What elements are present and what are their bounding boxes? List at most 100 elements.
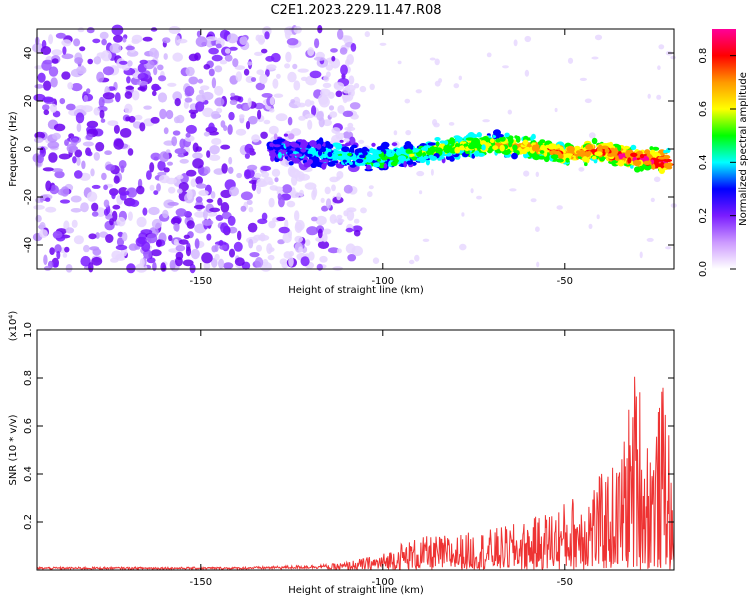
heatmap-noise-cell xyxy=(188,76,199,85)
heatmap-signal-cell xyxy=(600,145,609,150)
heatmap-noise-cell xyxy=(513,39,518,47)
heatmap-noise-cell xyxy=(293,26,302,34)
heatmap-noise-cell xyxy=(159,108,167,120)
heatmap-noise-cell xyxy=(297,68,309,73)
heatmap-noise-cell xyxy=(93,107,100,116)
heatmap-noise-cell xyxy=(139,258,145,267)
heatmap-noise-cell xyxy=(186,220,195,229)
heatmap-noise-cell xyxy=(53,123,66,132)
heatmap-noise-cell xyxy=(335,176,341,181)
heatmap-noise-cell xyxy=(507,109,512,115)
heatmap-signal-cell xyxy=(502,150,511,155)
heatmap-noise-cell xyxy=(226,33,239,44)
heatmap-noise-cell xyxy=(251,134,260,143)
heatmap-noise-cell xyxy=(315,236,325,242)
heatmap-noise-cell xyxy=(55,32,66,39)
heatmap-noise-cell xyxy=(111,192,116,200)
heatmap-noise-cell xyxy=(99,31,109,40)
heatmap-noise-cell xyxy=(230,92,236,97)
heatmap-noise-cell xyxy=(325,64,333,71)
heatmap-noise-cell xyxy=(556,205,563,210)
heatmap-signal-cell xyxy=(455,137,461,142)
heatmap-noise-cell xyxy=(223,262,234,270)
heatmap-noise-cell xyxy=(190,178,197,188)
heatmap-noise-cell xyxy=(208,68,215,77)
heatmap-noise-cell xyxy=(142,207,148,216)
heatmap-signal-cell xyxy=(273,133,278,140)
heatmap-noise-cell xyxy=(224,48,231,54)
snr-y-axis-label: SNR (10 * v/v) xyxy=(8,414,19,485)
heatmap-noise-cell xyxy=(254,172,262,179)
heatmap-noise-cell xyxy=(208,47,219,55)
heatmap-signal-cell xyxy=(445,148,449,154)
heatmap-noise-cell xyxy=(126,263,136,274)
heatmap-noise-cell xyxy=(110,257,119,263)
heatmap-noise-cell xyxy=(192,152,203,159)
colorbar-gradient xyxy=(712,29,736,269)
heatmap-noise-cell xyxy=(247,97,252,108)
colorbar-tick-label: 0.2 xyxy=(698,208,709,224)
heatmap-signal-cell xyxy=(512,144,518,151)
heatmap-noise-cell xyxy=(112,204,121,210)
heatmap-noise-cell xyxy=(91,184,101,189)
heatmap-noise-cell xyxy=(61,53,74,60)
heatmap-signal-cell xyxy=(532,154,541,161)
figure-title: C2E1.2023.229.11.47.R08 xyxy=(270,3,441,18)
heatmap-noise-cell xyxy=(129,199,140,207)
heatmap-signal-cell xyxy=(630,164,634,169)
heatmap-noise-cell xyxy=(95,232,100,239)
heatmap-signal-cell xyxy=(522,139,529,146)
heatmap-noise-cell xyxy=(109,218,114,226)
heatmap-noise-cell xyxy=(567,57,574,64)
heatmap-noise-cell xyxy=(33,204,45,210)
heatmap-noise-cell xyxy=(59,98,66,105)
heatmap-signal-cell xyxy=(332,153,339,161)
heatmap-noise-cell xyxy=(290,187,296,198)
snr-x-tick-label: -50 xyxy=(557,577,573,588)
heatmap-noise-cell xyxy=(265,69,270,77)
heatmap-noise-cell xyxy=(227,215,236,226)
heatmap-noise-cell xyxy=(315,215,327,226)
heatmap-noise-cell xyxy=(268,220,276,229)
snr-y-tick-label: 0.2 xyxy=(23,514,34,530)
heatmap-noise-cell xyxy=(99,109,105,119)
heatmap-noise-cell xyxy=(113,124,120,134)
heatmap-noise-cell xyxy=(91,211,99,217)
heatmap-noise-cell xyxy=(536,261,540,268)
heatmap-noise-cell xyxy=(160,262,166,272)
heatmap-noise-cell xyxy=(72,156,77,164)
heatmap-noise-cell xyxy=(224,54,233,62)
heatmap-noise-cell xyxy=(58,153,71,160)
heatmap-noise-cell xyxy=(102,92,115,100)
heatmap-noise-cell xyxy=(269,108,275,113)
heatmap-noise-cell xyxy=(218,258,225,269)
heatmap-noise-cell xyxy=(229,248,235,258)
heatmap-noise-cell xyxy=(324,186,331,195)
heatmap-noise-cell xyxy=(530,198,537,203)
heatmap-noise-cell xyxy=(194,211,206,218)
heatmap-noise-cell xyxy=(215,43,222,49)
heatmap-signal-cell xyxy=(344,142,351,147)
heatmap-noise-cell xyxy=(314,38,320,49)
heatmap-noise-cell xyxy=(430,168,434,176)
heatmap-noise-cell xyxy=(45,180,52,192)
heatmap-noise-cell xyxy=(201,219,214,226)
heatmap-signal-cell xyxy=(617,159,625,167)
heatmap-noise-cell xyxy=(348,75,355,85)
heatmap-signal-cell xyxy=(593,158,598,164)
heatmap-signal-cell xyxy=(485,137,491,143)
heatmap-noise-cell xyxy=(345,227,354,233)
heatmap-noise-cell xyxy=(149,162,155,173)
heatmap-noise-cell xyxy=(150,249,162,257)
heatmap-signal-cell xyxy=(403,144,409,150)
heatmap-noise-cell xyxy=(167,82,177,87)
heatmap-noise-cell xyxy=(81,160,86,170)
heatmap-noise-cell xyxy=(312,187,318,198)
heatmap-noise-cell xyxy=(158,174,170,184)
heatmap-noise-cell xyxy=(74,57,84,65)
heatmap-noise-cell xyxy=(73,38,81,47)
heatmap-signal-cell xyxy=(630,144,637,151)
heatmap-signal-cell xyxy=(288,161,294,166)
heatmap-noise-cell xyxy=(194,238,200,250)
heatmap-noise-cell xyxy=(159,151,170,163)
